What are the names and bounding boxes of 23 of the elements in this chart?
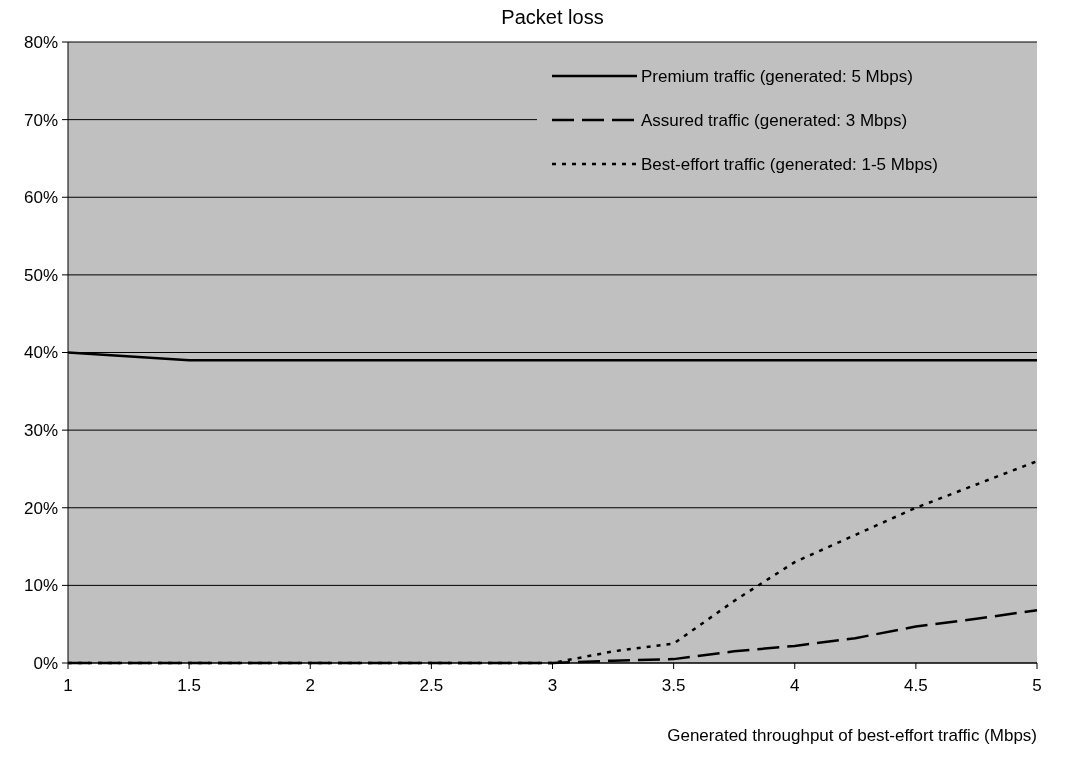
- y-tick-label: 40%: [23, 343, 58, 363]
- x-tick-label: 3: [547, 676, 558, 695]
- x-tick-label: 1.5: [177, 676, 201, 695]
- chart-title: Packet loss: [501, 6, 604, 28]
- y-tick-label: 20%: [23, 498, 58, 518]
- y-tick-label: 70%: [23, 110, 58, 130]
- x-tick-label: 1: [63, 676, 73, 695]
- legend-label: Assured traffic (generated: 3 Mbps): [641, 110, 908, 130]
- y-tick-label: 50%: [23, 265, 58, 285]
- x-axis-title: Generated throughput of best-effort traffic (Mbps): [667, 726, 1037, 745]
- y-tick-label: 80%: [23, 32, 58, 52]
- x-tick-label: 4.5: [904, 676, 928, 695]
- x-tick-label: 2.5: [419, 676, 444, 695]
- y-tick-label: 10%: [23, 576, 58, 596]
- x-tick-label: 5: [1032, 676, 1042, 695]
- legend-label: Premium traffic (generated: 5 Mbps): [641, 66, 913, 86]
- y-tick-label: 0%: [33, 653, 58, 673]
- x-tick-label: 2: [305, 676, 315, 695]
- x-tick-label: 3.5: [661, 676, 686, 695]
- y-tick-label: 60%: [23, 188, 58, 208]
- y-tick-label: 30%: [23, 421, 58, 441]
- legend-label: Best-effort traffic (generated: 1-5 Mbps): [641, 154, 939, 174]
- x-tick-label: 4: [790, 676, 800, 695]
